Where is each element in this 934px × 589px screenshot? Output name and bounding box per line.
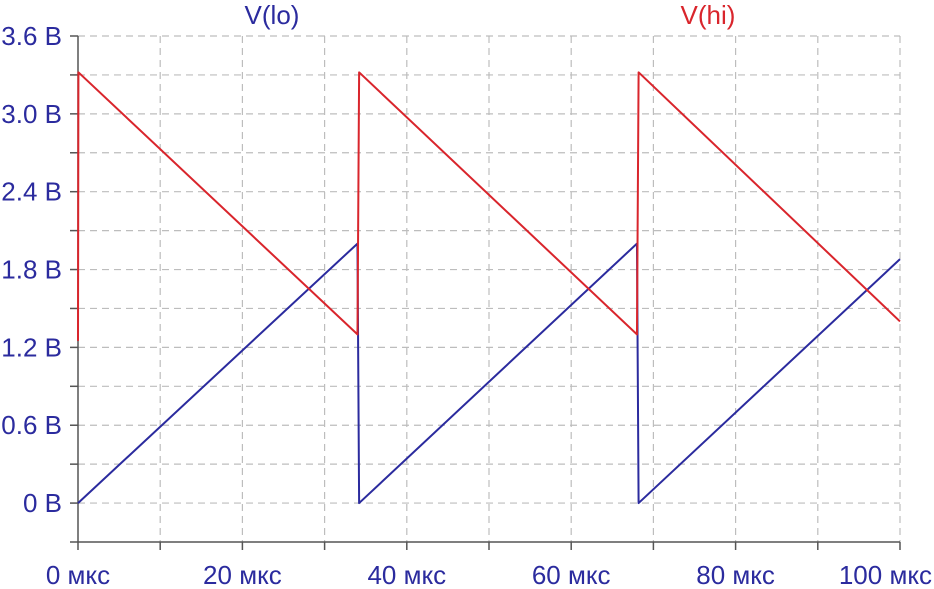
axes (70, 35, 901, 550)
y-tick-label: 3.6 В (1, 21, 62, 51)
grid (78, 35, 901, 542)
y-tick-label: 3.0 В (1, 99, 62, 129)
legend-entry-v-hi: V(hi) (681, 0, 736, 30)
y-tick-label: 2.4 В (1, 177, 62, 207)
x-tick-label: 100 мкс (839, 560, 932, 589)
x-tick-label: 20 мкс (203, 560, 282, 589)
x-tick-label: 0 мкс (46, 560, 110, 589)
y-tick-label: 0.6 В (1, 410, 62, 440)
y-tick-label: 1.8 В (1, 255, 62, 285)
x-tick-label: 80 мкс (696, 560, 775, 589)
x-tick-label: 60 мкс (532, 560, 611, 589)
y-tick-label: 1.2 В (1, 332, 62, 362)
legend-entry-v-lo: V(lo) (245, 0, 300, 30)
legend: V(lo) V(hi) (245, 0, 736, 30)
series (77, 71, 901, 505)
x-tick-label: 40 мкс (367, 560, 446, 589)
series-line-v-hi (77, 71, 901, 341)
y-tick-label: 0 В (23, 488, 62, 518)
tick-labels: 3.6 В 3.0 В 2.4 В 1.8 В 1.2 В 0.6 В 0 В 0 мкс 20… (1, 21, 932, 589)
series-line-v-lo (77, 242, 901, 505)
